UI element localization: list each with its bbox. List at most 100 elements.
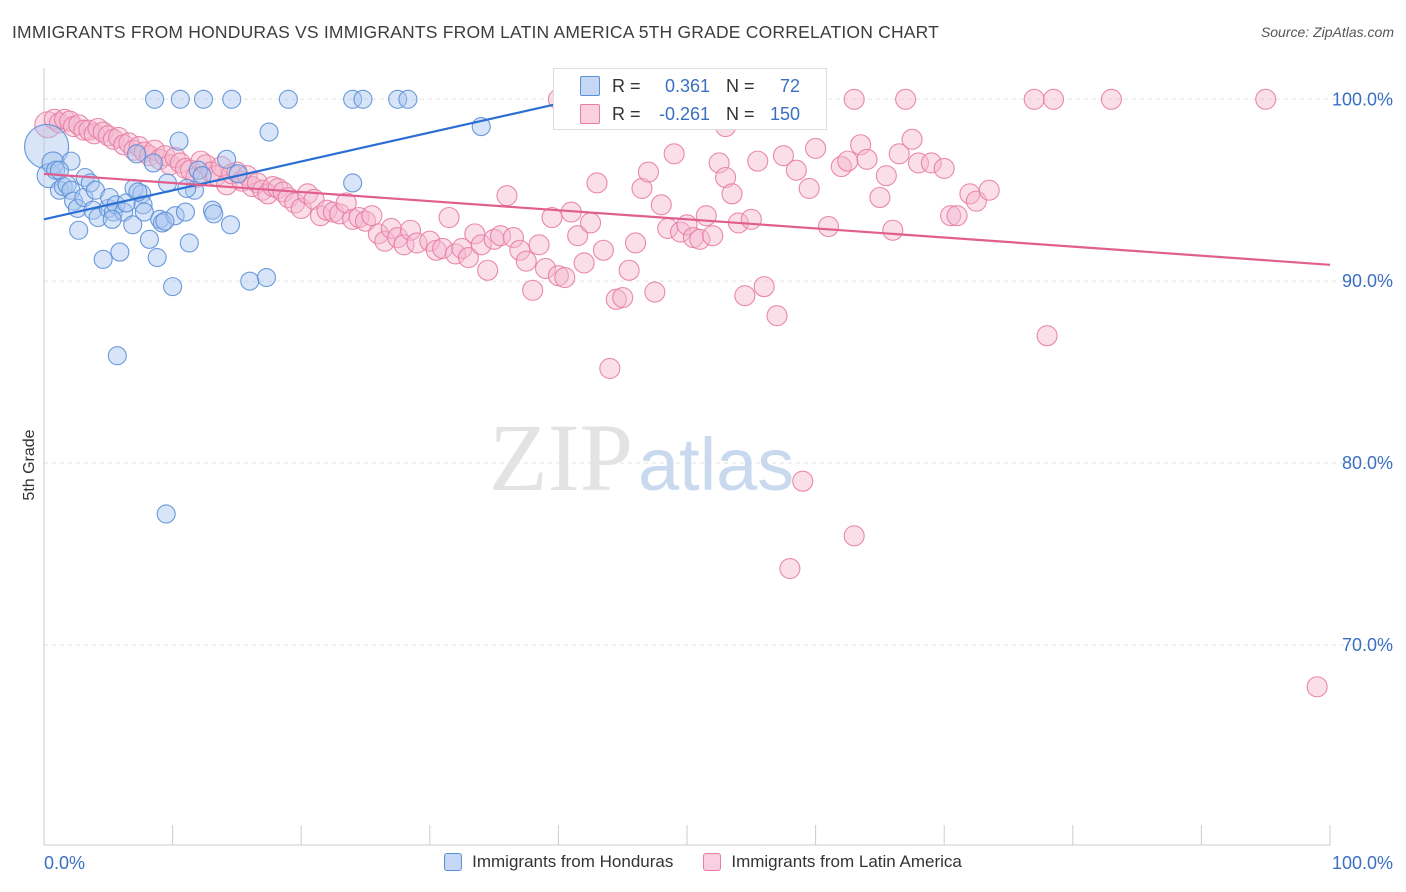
latin-america-point <box>882 219 904 241</box>
honduras-point <box>222 89 242 109</box>
honduras-point <box>93 249 113 269</box>
stats-n-value-blue: 72 <box>779 75 800 96</box>
legend: Immigrants from Honduras Immigrants from… <box>0 852 1406 872</box>
latin-america-point <box>798 177 820 199</box>
honduras-point <box>69 220 89 240</box>
honduras-point <box>169 131 189 151</box>
legend-swatch-pink <box>703 853 722 871</box>
honduras-point <box>133 195 153 215</box>
latin-america-point <box>895 88 917 110</box>
latin-america-point <box>438 206 460 229</box>
honduras-point <box>353 89 373 109</box>
x-tick-label-max: 100.0% <box>1332 853 1393 873</box>
honduras-point <box>134 202 154 222</box>
latin-america-point <box>1100 88 1122 110</box>
legend-item-honduras[interactable]: Immigrants from Honduras <box>444 852 673 872</box>
honduras-point <box>165 206 185 226</box>
latin-america-point <box>637 161 659 183</box>
latin-america-point <box>457 246 479 269</box>
honduras-point <box>388 89 408 109</box>
honduras-point <box>110 242 130 262</box>
latin-america-point <box>805 137 827 159</box>
latin-america-point <box>534 257 557 279</box>
honduras-point <box>220 215 241 235</box>
stats-row-pink: R = -0.261 N = 150 <box>554 99 826 129</box>
latin-america-point <box>869 186 891 209</box>
latin-america-point <box>1023 88 1045 110</box>
latin-america-point <box>933 157 955 179</box>
latin-america-point <box>772 145 795 167</box>
latin-america-point <box>1306 676 1328 698</box>
honduras-trend-line <box>43 98 578 221</box>
latin-america-point <box>354 210 377 232</box>
latin-america-point <box>644 281 666 303</box>
y-tick-label: 70.0% <box>1342 635 1393 655</box>
latin-america-point <box>689 228 711 250</box>
latin-america-point <box>579 212 602 234</box>
latin-america-point <box>817 216 840 238</box>
latin-america-point <box>766 305 788 327</box>
latin-america-point <box>335 192 357 214</box>
stats-r-value-pink: -0.261 <box>658 103 710 124</box>
latin-america-point <box>509 239 531 261</box>
source-label: Source: ZipAtlas.com <box>1260 24 1394 40</box>
latin-america-point <box>599 357 621 380</box>
watermark-atlas: atlas <box>638 423 794 506</box>
latin-america-point <box>888 143 910 165</box>
honduras-point <box>145 89 165 109</box>
honduras-point <box>343 89 363 109</box>
latin-america-point <box>747 150 769 172</box>
honduras-point <box>102 209 122 229</box>
honduras-point <box>156 504 176 524</box>
honduras-point <box>256 267 277 288</box>
honduras-point <box>179 233 199 253</box>
honduras-point <box>139 229 160 249</box>
latin-america-point <box>432 237 454 259</box>
honduras-point <box>259 122 279 142</box>
honduras-point <box>143 153 163 173</box>
axes <box>43 68 1331 846</box>
latin-america-point <box>573 252 595 274</box>
latin-america-point <box>515 250 537 272</box>
stats-n-value-pink: 150 <box>769 103 800 124</box>
latin-america-point <box>920 152 942 174</box>
honduras-point <box>204 204 224 224</box>
latin-america-point <box>875 165 897 187</box>
stats-swatch-pink <box>580 104 600 124</box>
latin-america-point <box>522 279 544 301</box>
honduras-point <box>127 144 147 164</box>
latin-america-point <box>470 234 492 256</box>
latin-america-point <box>785 159 807 181</box>
chart-title: IMMIGRANTS FROM HONDURAS VS IMMIGRANTS F… <box>12 22 940 42</box>
honduras-point <box>147 247 167 268</box>
stats-r-value-blue: 0.361 <box>664 75 710 96</box>
legend-item-latin-america[interactable]: Immigrants from Latin America <box>703 852 962 872</box>
honduras-point <box>193 89 214 109</box>
honduras-point <box>175 202 196 222</box>
latin-america-point <box>695 205 717 227</box>
stats-n-label: N = <box>726 103 755 124</box>
latin-america-point <box>399 219 422 241</box>
latin-america-point <box>843 88 865 110</box>
latin-america-point <box>792 470 814 492</box>
y-tick-label: 90.0% <box>1342 271 1393 291</box>
latin-america-point <box>715 166 737 189</box>
honduras-point <box>49 160 69 180</box>
latin-america-point <box>554 266 576 289</box>
latin-america-point <box>464 223 486 245</box>
latin-america-point <box>843 525 865 547</box>
latin-america-point <box>502 226 524 249</box>
latin-america-point <box>856 148 878 170</box>
y-tick-labels: 70.0% 80.0% 90.0% 100.0% <box>1332 89 1393 655</box>
latin-america-point <box>592 239 614 261</box>
latin-america-point <box>361 205 383 227</box>
honduras-point <box>170 89 190 109</box>
y-axis-label: 5th Grade <box>21 429 38 500</box>
stats-r-label: R = <box>612 75 641 96</box>
legend-swatch-blue <box>444 853 463 871</box>
latin-america-point <box>721 183 743 205</box>
latin-america-point <box>1042 88 1065 110</box>
latin-america-point <box>625 232 647 254</box>
y-tick-label: 80.0% <box>1342 453 1393 473</box>
